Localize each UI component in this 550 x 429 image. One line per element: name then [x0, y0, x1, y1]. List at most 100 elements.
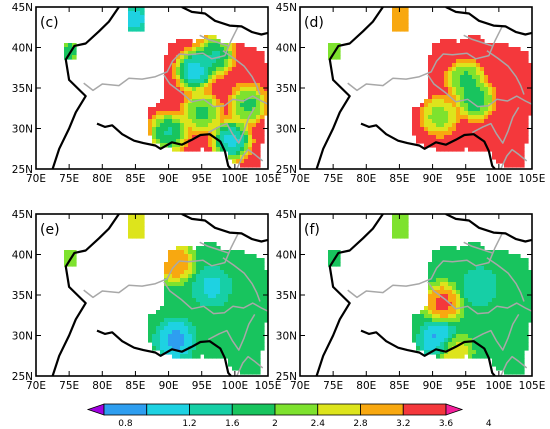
grid-cell [460, 55, 465, 60]
grid-cell [480, 282, 485, 287]
grid-cell [488, 294, 493, 299]
grid-cell [188, 350, 193, 355]
grid-cell [260, 95, 265, 100]
province-boundary [463, 241, 493, 254]
grid-cell [224, 87, 229, 92]
grid-cell [216, 298, 221, 303]
grid-cell [188, 302, 193, 307]
grid-cell [512, 131, 517, 136]
grid-cell [492, 342, 497, 347]
grid-cell [428, 123, 433, 128]
grid-cell [476, 55, 481, 60]
grid-cell [424, 143, 429, 148]
grid-cell [448, 258, 453, 263]
grid-cell [256, 95, 261, 100]
grid-cell [252, 147, 257, 152]
grid-cell [456, 91, 461, 96]
grid-cell [160, 99, 165, 104]
grid-cell [188, 83, 193, 88]
grid-cell [248, 258, 253, 263]
grid-cell [448, 91, 453, 96]
grid-cell [512, 310, 517, 315]
grid-cell [420, 342, 425, 347]
grid-cell [228, 63, 233, 68]
grid-cell [196, 298, 201, 303]
grid-cell [244, 318, 249, 323]
grid-cell [500, 250, 505, 255]
grid-cell [516, 59, 521, 64]
grid-cell [472, 354, 477, 359]
grid-cell [504, 143, 509, 148]
grid-cell [492, 250, 497, 255]
grid-cell [484, 63, 489, 68]
grid-cell [416, 111, 421, 116]
grid-cell [512, 274, 517, 279]
grid-cell [448, 103, 453, 108]
grid-cell [516, 274, 521, 279]
grid-cell [248, 159, 253, 164]
grid-cell [508, 139, 513, 144]
grid-cell [188, 250, 193, 255]
grid-cell [480, 79, 485, 84]
grid-cell [240, 127, 245, 132]
grid-cell [220, 127, 225, 132]
grid-cell [200, 302, 205, 307]
grid-cell [252, 47, 257, 52]
grid-cell [160, 111, 165, 116]
grid-cell [204, 258, 209, 263]
province-boundary [163, 281, 268, 315]
country-boundary [181, 214, 268, 243]
grid-cell [528, 306, 532, 311]
grid-cell [228, 51, 233, 56]
grid-cell [180, 294, 185, 299]
grid-cell [180, 43, 185, 48]
grid-cell [456, 83, 461, 88]
grid-cell [216, 290, 221, 295]
grid-cell [240, 87, 245, 92]
grid-cell [264, 71, 268, 76]
colorbar-swatch [231, 403, 276, 416]
grid-cell [192, 127, 197, 132]
grid-cell [188, 111, 193, 116]
grid-cell [172, 330, 177, 335]
grid-cell [508, 270, 513, 275]
grid-cell [212, 266, 217, 271]
grid-cell [504, 370, 509, 375]
grid-cell [188, 75, 193, 80]
grid-cell [212, 262, 217, 267]
grid-cell [256, 306, 261, 311]
grid-cell [204, 143, 209, 148]
grid-cell [496, 99, 501, 104]
grid-cell [432, 79, 437, 84]
grid-cell [520, 55, 525, 60]
grid-cell [204, 342, 209, 347]
grid-cell [452, 111, 457, 116]
grid-cell [152, 119, 157, 124]
grid-cell [468, 254, 473, 259]
grid-cell [476, 43, 481, 48]
grid-cell [72, 51, 77, 56]
grid-cell [248, 155, 253, 160]
province-boundary [207, 314, 256, 351]
grid-cell [500, 334, 505, 339]
grid-cell [244, 135, 249, 140]
grid-cell [496, 350, 501, 355]
grid-cell [240, 282, 245, 287]
grid-cell [472, 282, 477, 287]
grid-cell [196, 103, 201, 108]
grid-cell [216, 51, 221, 56]
grid-cell [456, 111, 461, 116]
grid-cell [216, 87, 221, 92]
grid-cell [424, 119, 429, 124]
grid-cell [496, 326, 501, 331]
grid-cell [136, 230, 141, 235]
province-boundary [236, 355, 264, 376]
grid-cell [164, 55, 169, 60]
province-boundary [83, 26, 239, 92]
grid-cell [236, 306, 241, 311]
grid-cell [200, 55, 205, 60]
grid-cell [140, 23, 145, 28]
grid-cell [508, 71, 513, 76]
x-tick-label: 75E [59, 380, 79, 392]
grid-cell [492, 103, 497, 108]
